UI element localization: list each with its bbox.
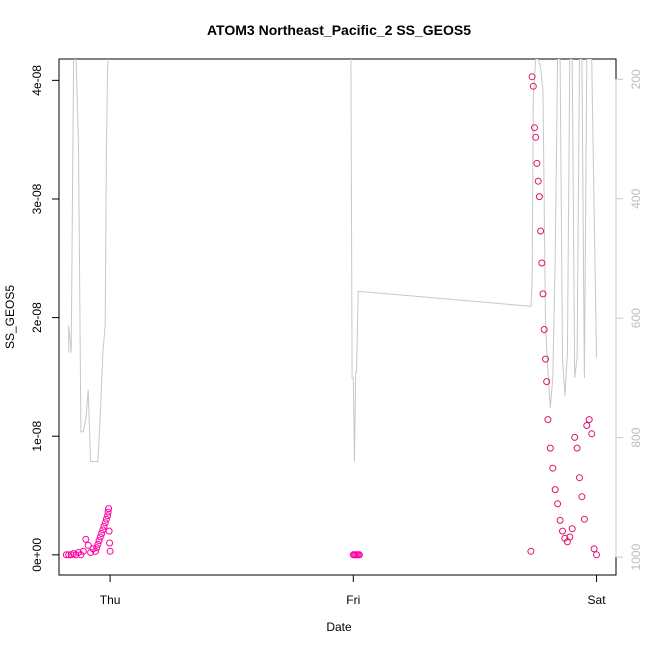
data-point bbox=[528, 73, 536, 81]
data-point bbox=[566, 533, 574, 541]
data-point bbox=[527, 547, 535, 555]
data-point bbox=[568, 525, 576, 533]
y-tick-label: 1e-08 bbox=[30, 421, 44, 452]
y-axis: 0e+00 1e-08 2e-08 3e-08 4e-08 bbox=[30, 65, 60, 572]
data-point bbox=[104, 508, 112, 516]
data-point bbox=[101, 519, 109, 527]
x-tick-label: Fri bbox=[346, 593, 360, 607]
right-tick-label: 800 bbox=[629, 427, 643, 447]
data-point bbox=[588, 430, 596, 438]
data-point bbox=[585, 416, 593, 424]
x-tick-label: Sat bbox=[588, 593, 607, 607]
data-point bbox=[92, 547, 99, 555]
data-point bbox=[573, 444, 581, 452]
data-point bbox=[571, 433, 579, 441]
points-layer bbox=[62, 73, 600, 559]
data-point bbox=[98, 530, 106, 537]
data-point bbox=[93, 544, 101, 552]
chart-title: ATOM3 Northeast_Pacific_2 SS_GEOS5 bbox=[207, 22, 471, 38]
data-point bbox=[104, 512, 112, 520]
data-point bbox=[593, 551, 600, 559]
data-point bbox=[554, 500, 562, 508]
data-point bbox=[583, 422, 591, 429]
data-point bbox=[77, 551, 85, 559]
y-tick-label: 4e-08 bbox=[30, 65, 44, 96]
data-point bbox=[96, 533, 104, 541]
data-point bbox=[84, 541, 92, 549]
y-tick-label: 0e+00 bbox=[30, 538, 44, 572]
data-point bbox=[551, 486, 559, 494]
data-point bbox=[576, 474, 583, 482]
altitude-line bbox=[68, 59, 597, 462]
data-point bbox=[539, 290, 547, 298]
x-tick-label: Thu bbox=[100, 593, 121, 607]
data-point bbox=[106, 547, 114, 555]
data-point bbox=[533, 159, 541, 167]
data-point bbox=[580, 515, 588, 523]
data-point bbox=[556, 516, 564, 524]
data-point bbox=[355, 551, 363, 559]
x-axis-label: Date bbox=[326, 620, 352, 634]
data-point bbox=[105, 527, 113, 535]
data-point bbox=[100, 522, 108, 530]
data-point bbox=[89, 545, 97, 553]
data-point bbox=[538, 259, 546, 267]
data-point bbox=[537, 227, 545, 235]
data-point bbox=[544, 416, 552, 424]
data-point bbox=[549, 464, 557, 472]
data-point bbox=[105, 505, 113, 513]
y-tick-label: 2e-08 bbox=[30, 302, 44, 333]
data-point bbox=[82, 535, 90, 543]
right-axis: 200 400 600 800 1000 bbox=[615, 69, 643, 570]
data-point bbox=[543, 378, 551, 386]
x-axis: Thu Fri Sat bbox=[100, 574, 607, 607]
altitude-layer bbox=[68, 59, 597, 462]
data-point bbox=[99, 526, 107, 534]
data-point bbox=[534, 177, 542, 185]
data-point bbox=[75, 549, 82, 556]
data-point bbox=[529, 82, 537, 90]
data-point bbox=[542, 355, 549, 363]
data-point bbox=[106, 539, 114, 547]
data-point bbox=[65, 551, 73, 559]
y-axis-label: SS_GEOS5 bbox=[3, 285, 17, 349]
data-point bbox=[62, 551, 70, 559]
right-tick-label: 1000 bbox=[629, 543, 643, 570]
data-point bbox=[532, 133, 540, 141]
data-point bbox=[578, 493, 586, 501]
data-point bbox=[590, 545, 598, 553]
data-point bbox=[546, 444, 554, 452]
data-point bbox=[79, 547, 87, 555]
data-point bbox=[94, 540, 102, 548]
right-tick-label: 600 bbox=[629, 308, 643, 328]
data-point bbox=[535, 193, 543, 201]
y-tick-label: 3e-08 bbox=[30, 183, 44, 214]
right-tick-label: 200 bbox=[629, 69, 643, 89]
data-point bbox=[95, 537, 103, 545]
data-point bbox=[531, 124, 538, 132]
data-point bbox=[559, 527, 566, 535]
data-point bbox=[540, 326, 548, 333]
data-point bbox=[102, 515, 110, 523]
right-tick-label: 400 bbox=[629, 188, 643, 208]
